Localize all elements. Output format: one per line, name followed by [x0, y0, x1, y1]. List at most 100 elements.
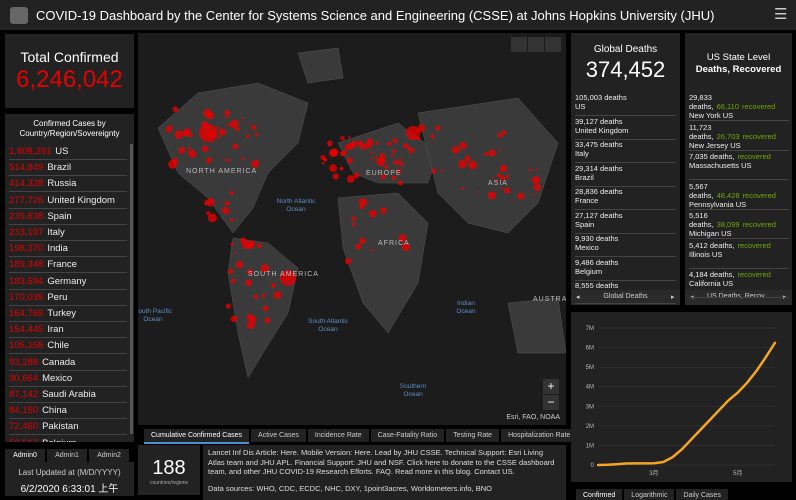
country-row[interactable]: 239,638 Spain: [9, 209, 127, 225]
tab[interactable]: Admin2: [89, 449, 129, 462]
tab[interactable]: Admin1: [47, 449, 87, 462]
state-recovered-label: recovered: [742, 190, 776, 200]
tab[interactable]: Incidence Rate: [307, 429, 369, 442]
case-dot: [165, 126, 172, 133]
case-dot: [225, 303, 232, 309]
case-dot: [226, 123, 231, 127]
zoom-in-button[interactable]: [543, 379, 559, 394]
case-dot: [345, 258, 352, 265]
map[interactable]: NORTH AMERICA EUROPE ASIA AFRICA SOUTH AMERI…: [138, 33, 566, 425]
country-row[interactable]: 87,142 Saudi Arabia: [9, 387, 127, 403]
country-row[interactable]: 414,328 Russia: [9, 176, 127, 193]
case-dot: [280, 270, 296, 286]
country-row[interactable]: 58,517 Belgium: [9, 436, 127, 442]
state-row[interactable]: 7,035 deaths, recovered Massachusetts US: [689, 152, 789, 180]
death-count: 105,003 deaths: [575, 93, 627, 102]
zoom-out-button[interactable]: [543, 395, 559, 410]
scrollbar[interactable]: [130, 144, 133, 434]
death-row[interactable]: 8,555 deaths: [575, 281, 676, 304]
next-arrow[interactable]: ▸: [671, 294, 675, 301]
state-row[interactable]: 29,833 deaths, 66,110 recovered New York US: [689, 93, 789, 121]
death-row[interactable]: 33,475 deaths Italy: [575, 140, 676, 163]
case-dot: [251, 124, 257, 131]
case-dot: [241, 116, 244, 120]
state-row[interactable]: 5,516 deaths, 38,099 recovered Michigan US: [689, 211, 789, 239]
tab[interactable]: Case-Fatality Ratio: [370, 429, 445, 442]
case-dot: [505, 174, 509, 179]
country-row[interactable]: 277,726 United Kingdom: [9, 193, 127, 209]
case-dot: [332, 173, 339, 180]
case-dot: [261, 293, 266, 298]
death-row[interactable]: 9,930 deaths Mexico: [575, 234, 676, 257]
state-row[interactable]: 5,567 deaths, 48,428 recovered Pennsylvania…: [689, 182, 789, 210]
country-row[interactable]: 72,460 Pakistan: [9, 419, 127, 436]
tab[interactable]: Logarithmic: [624, 489, 675, 500]
case-dot: [468, 160, 477, 170]
state-row[interactable]: 4,184 deaths, recovered California US: [689, 270, 789, 298]
country-row[interactable]: 164,769 Turkey: [9, 306, 127, 322]
tab[interactable]: Daily Cases: [676, 489, 728, 500]
death-row[interactable]: 39,127 deaths United Kingdom: [575, 117, 676, 140]
death-count: 33,475 deaths: [575, 140, 623, 149]
state-row[interactable]: 11,723 deaths, 26,703 recovered New Jersey …: [689, 123, 789, 151]
death-row[interactable]: 29,314 deaths Brazil: [575, 164, 676, 187]
case-dot: [351, 222, 356, 227]
chart-panel: 0 1M 2M 3M 4M 5M 6M 7M 3月 5月: [571, 312, 792, 482]
country-title: Confirmed Cases by Country/Region/Sovere…: [19, 119, 120, 138]
ocean-name: Ocean: [143, 316, 163, 323]
death-row[interactable]: 105,003 deaths US: [575, 93, 676, 116]
info-panel: Lancet Inf Dis Article: Here. Mobile Ver…: [203, 445, 566, 500]
case-dot: [409, 151, 412, 154]
death-row[interactable]: 27,127 deaths Spain: [575, 211, 676, 234]
tab[interactable]: Testing Rate: [446, 429, 500, 442]
case-dot: [357, 140, 363, 146]
country-row[interactable]: 84,150 China: [9, 403, 127, 420]
case-dot: [403, 143, 409, 149]
y-tick-label: 2M: [586, 424, 594, 430]
state-row[interactable]: 5,412 deaths, recovered Illinois US: [689, 241, 789, 269]
tab[interactable]: Confirmed: [576, 489, 623, 500]
state-stats: 7,035 deaths, recovered: [689, 152, 789, 161]
death-count: 29,314 deaths: [575, 163, 623, 173]
zoom-out-label[interactable]: −: [547, 395, 554, 409]
country-row[interactable]: 170,039 Peru: [9, 290, 127, 306]
case-dot: [407, 146, 413, 152]
count-label: countries/regions: [149, 480, 189, 486]
country-row[interactable]: 1,808,291 US: [9, 144, 127, 160]
country-row[interactable]: 233,197 Italy: [9, 225, 127, 241]
country-row[interactable]: 90,664 Mexico: [9, 371, 127, 387]
menu-icon[interactable]: ☰: [774, 6, 788, 23]
case-dot: [215, 126, 219, 130]
case-dot: [398, 234, 407, 243]
country-row[interactable]: 514,849 Brazil: [9, 160, 127, 177]
info-paragraph: Lancet Inf Dis Article: Here. Mobile Ver…: [208, 448, 555, 476]
case-dot: [233, 251, 236, 254]
death-row[interactable]: 28,836 deaths France: [575, 187, 676, 210]
case-dot: [260, 264, 270, 273]
country-row[interactable]: 105,158 Chile: [9, 338, 127, 355]
case-dot: [245, 134, 250, 139]
zoom-in-label[interactable]: +: [547, 379, 554, 393]
country-row[interactable]: 183,594 Germany: [9, 274, 127, 290]
case-dot: [207, 213, 217, 223]
prev-arrow[interactable]: ◂: [576, 294, 580, 301]
case-dot: [359, 237, 366, 245]
case-dot: [374, 156, 378, 159]
case-dots: [165, 106, 541, 330]
tab[interactable]: Active Cases: [251, 429, 306, 442]
country-row[interactable]: 93,288 Canada: [9, 355, 127, 371]
country-name: Spain: [47, 210, 72, 222]
death-row[interactable]: 9,486 deaths Belgium: [575, 258, 676, 281]
country-row[interactable]: 154,445 Iran: [9, 322, 127, 339]
state-deaths: 4,184 deaths,: [689, 270, 735, 279]
state-name: Pennsylvania US: [689, 199, 747, 209]
map-tools: [511, 37, 561, 52]
tab[interactable]: Cumulative Confirmed Cases: [144, 429, 250, 444]
country-row[interactable]: 189,348 France: [9, 257, 127, 274]
case-dot: [391, 175, 397, 181]
tab[interactable]: Hospitalization Rate: [501, 429, 578, 442]
y-tick-label: 4M: [586, 385, 594, 391]
case-dot: [492, 176, 495, 179]
country-row[interactable]: 198,370 India: [9, 241, 127, 258]
